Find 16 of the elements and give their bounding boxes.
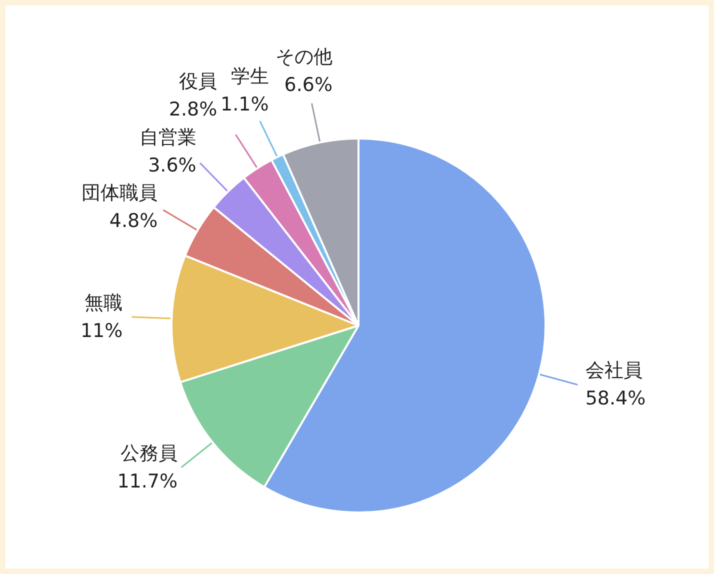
data-label: 1.1% bbox=[220, 94, 269, 116]
slice-label: 役員 bbox=[179, 70, 218, 93]
data-label: 6.6% bbox=[284, 74, 333, 96]
data-label: 2.8% bbox=[168, 98, 218, 121]
data-label: 3.6% bbox=[148, 154, 196, 177]
slice-label: 無職 bbox=[84, 292, 123, 314]
slice-label: 会社員 bbox=[585, 360, 642, 382]
slice-label: 学生 bbox=[230, 66, 269, 88]
slice-label: 団体職員 bbox=[82, 182, 158, 204]
data-label: 58.4% bbox=[585, 388, 646, 410]
slice-label: 自営業 bbox=[139, 126, 196, 149]
slice-label: 公務員 bbox=[120, 442, 178, 464]
data-label: 11.7% bbox=[117, 470, 178, 492]
data-label: 4.8% bbox=[109, 210, 158, 232]
slice-label: その他 bbox=[276, 46, 333, 68]
data-label: 11% bbox=[80, 320, 123, 342]
